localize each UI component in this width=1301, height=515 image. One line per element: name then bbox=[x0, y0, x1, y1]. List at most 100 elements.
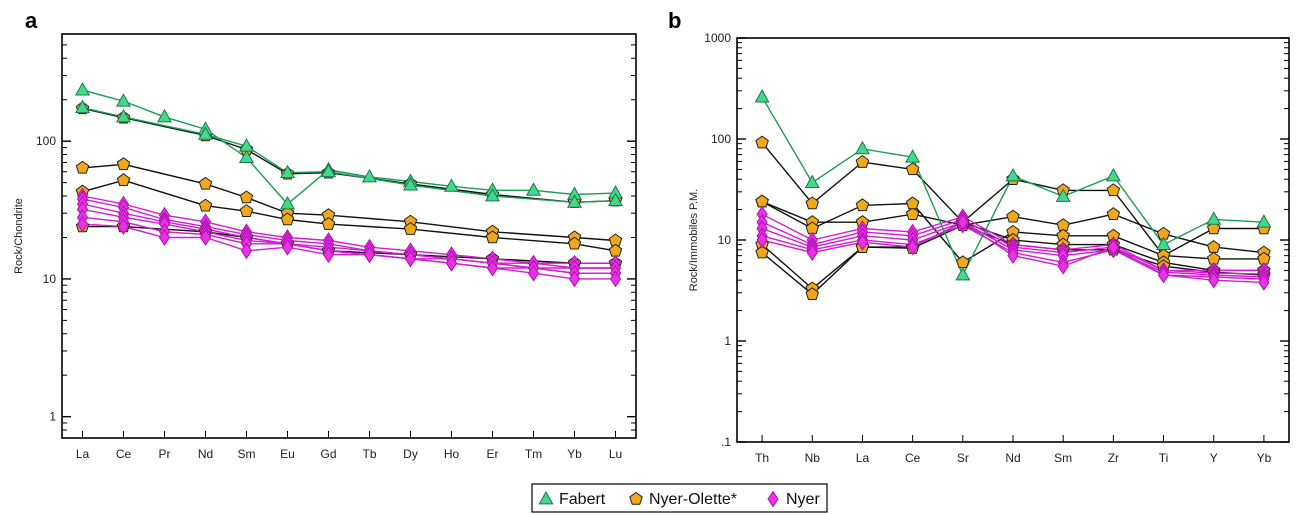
data-point-a-0-1 bbox=[115, 93, 132, 107]
x-tick-label: Gd bbox=[320, 447, 336, 461]
data-point-a-0-9 bbox=[443, 178, 460, 192]
data-point-b-1-1 bbox=[805, 196, 820, 210]
data-point-a-11-13 bbox=[609, 270, 622, 288]
legend-marker-0 bbox=[538, 490, 554, 505]
data-point-a-0-2 bbox=[156, 108, 173, 123]
data-point-a-4-5 bbox=[280, 212, 295, 226]
data-point-b-1-9 bbox=[1206, 221, 1221, 235]
data-point-a-11-4 bbox=[240, 242, 253, 260]
data-point-b-2-3 bbox=[905, 207, 920, 220]
y-axis-title: Rock/Chondrite bbox=[13, 198, 25, 274]
data-point-a-11-2 bbox=[158, 229, 171, 246]
series-line-a-7 bbox=[82, 198, 616, 269]
y-axis-title: Rock/Immobiles P.M. bbox=[688, 189, 700, 292]
data-point-b-2-7 bbox=[1106, 207, 1121, 220]
data-point-b-3-0 bbox=[755, 194, 769, 208]
y-tick-label: 10 bbox=[718, 233, 732, 247]
series-line-a-11 bbox=[82, 223, 616, 280]
data-point-a-11-10 bbox=[486, 259, 499, 277]
chart-panel-b: .1 1 10 100 1000 Th Nb La Ce Sr Nd Sm Zr Ti Y Yb Rock/Im… bbox=[688, 31, 1290, 465]
x-tick-label: Tb bbox=[362, 447, 376, 461]
data-point-a-1-3 bbox=[197, 126, 214, 140]
data-point-a-11-0 bbox=[76, 215, 89, 233]
data-point-a-4-6 bbox=[321, 216, 336, 230]
x-tick-label: Ti bbox=[1159, 451, 1169, 465]
x-tick-label: Tm bbox=[525, 447, 542, 461]
data-point-a-0-7 bbox=[361, 168, 378, 183]
legend-marker-1 bbox=[629, 491, 643, 505]
y-tick-label: .1 bbox=[721, 435, 731, 449]
y-tick-label: 100 bbox=[36, 134, 56, 148]
data-point-b-0-2 bbox=[854, 140, 870, 155]
series-line-a-6 bbox=[82, 195, 616, 264]
x-tick-label: Yb bbox=[1257, 451, 1272, 465]
series-line-a-4 bbox=[82, 179, 616, 252]
data-point-b-2-9 bbox=[1206, 240, 1221, 253]
x-tick-label: La bbox=[76, 447, 90, 461]
data-point-a-4-1 bbox=[116, 173, 131, 187]
y-tick-label: 100 bbox=[711, 132, 731, 146]
data-point-b-0-1 bbox=[804, 174, 820, 189]
legend-label-2: Nyer bbox=[786, 491, 820, 508]
data-point-a-4-3 bbox=[198, 198, 213, 212]
x-tick-label: Zr bbox=[1108, 451, 1119, 465]
data-point-a-1-13 bbox=[607, 192, 624, 207]
data-point-a-11-7 bbox=[363, 246, 376, 264]
legend: Fabert Nyer-Olette* Nyer bbox=[531, 483, 828, 513]
series-line-a-3 bbox=[82, 163, 616, 242]
data-point-b-10-6 bbox=[1057, 257, 1069, 275]
data-point-a-11-9 bbox=[445, 254, 458, 272]
x-tick-label: Er bbox=[487, 447, 499, 461]
y-tick-label: 10 bbox=[43, 272, 57, 286]
data-point-a-1-4 bbox=[238, 138, 255, 152]
data-point-a-11-1 bbox=[117, 218, 130, 235]
x-tick-label: Nd bbox=[198, 447, 213, 461]
y-tick-label: 1 bbox=[49, 410, 56, 424]
data-point-a-11-5 bbox=[281, 238, 294, 256]
data-point-b-1-2 bbox=[855, 155, 870, 168]
x-tick-label: Lu bbox=[609, 447, 622, 461]
data-point-b-2-5 bbox=[1006, 209, 1020, 223]
data-point-a-3-1 bbox=[116, 157, 131, 171]
data-point-a-0-0 bbox=[74, 82, 91, 96]
y-tick-label: 1 bbox=[724, 334, 731, 348]
data-point-a-1-8 bbox=[402, 177, 419, 191]
x-tick-label: Sm bbox=[238, 447, 256, 461]
data-point-a-4-10 bbox=[485, 230, 500, 244]
legend-label-0: Fabert bbox=[559, 491, 606, 508]
x-tick-label: Nd bbox=[1005, 451, 1020, 465]
panel-letter-a: a bbox=[25, 8, 38, 33]
data-point-a-11-6 bbox=[322, 246, 335, 264]
data-point-b-10-5 bbox=[1007, 247, 1019, 265]
data-point-b-5-0 bbox=[755, 245, 769, 259]
series-line-a-1 bbox=[82, 107, 616, 204]
data-point-a-0-11 bbox=[525, 182, 542, 196]
data-point-b-10-8 bbox=[1157, 266, 1170, 284]
series-line-a-10 bbox=[82, 216, 616, 274]
data-point-b-10-4 bbox=[957, 213, 969, 231]
x-tick-label: La bbox=[856, 451, 870, 465]
x-tick-label: Sr bbox=[957, 451, 969, 465]
chart-panel-a: 1 10 100 La Ce Pr Nd Sm Eu Gd Tb Dy Ho Er Tm Yb Lu Rock/C… bbox=[13, 33, 637, 461]
data-point-a-11-3 bbox=[199, 229, 212, 246]
x-tick-label: Ce bbox=[116, 447, 132, 461]
x-tick-label: Sm bbox=[1054, 451, 1072, 465]
legend-marker-2 bbox=[767, 490, 779, 508]
data-point-b-10-3 bbox=[907, 238, 919, 256]
series-line-a-0 bbox=[82, 89, 616, 205]
data-point-b-10-0 bbox=[756, 231, 768, 249]
x-tick-label: Dy bbox=[403, 447, 418, 461]
y-tick-label: 1000 bbox=[704, 31, 731, 45]
data-point-b-0-4 bbox=[955, 267, 971, 281]
data-point-a-4-4 bbox=[239, 204, 254, 217]
x-tick-label: Nb bbox=[805, 451, 821, 465]
data-point-a-4-12 bbox=[567, 236, 582, 250]
data-point-b-1-3 bbox=[905, 162, 920, 176]
data-point-a-1-10 bbox=[484, 187, 501, 202]
data-point-b-0-6 bbox=[1055, 188, 1071, 202]
data-point-a-3-0 bbox=[75, 160, 90, 174]
x-tick-label: Eu bbox=[280, 447, 295, 461]
data-point-b-5-1 bbox=[805, 287, 820, 301]
x-tick-label: Yb bbox=[567, 447, 582, 461]
